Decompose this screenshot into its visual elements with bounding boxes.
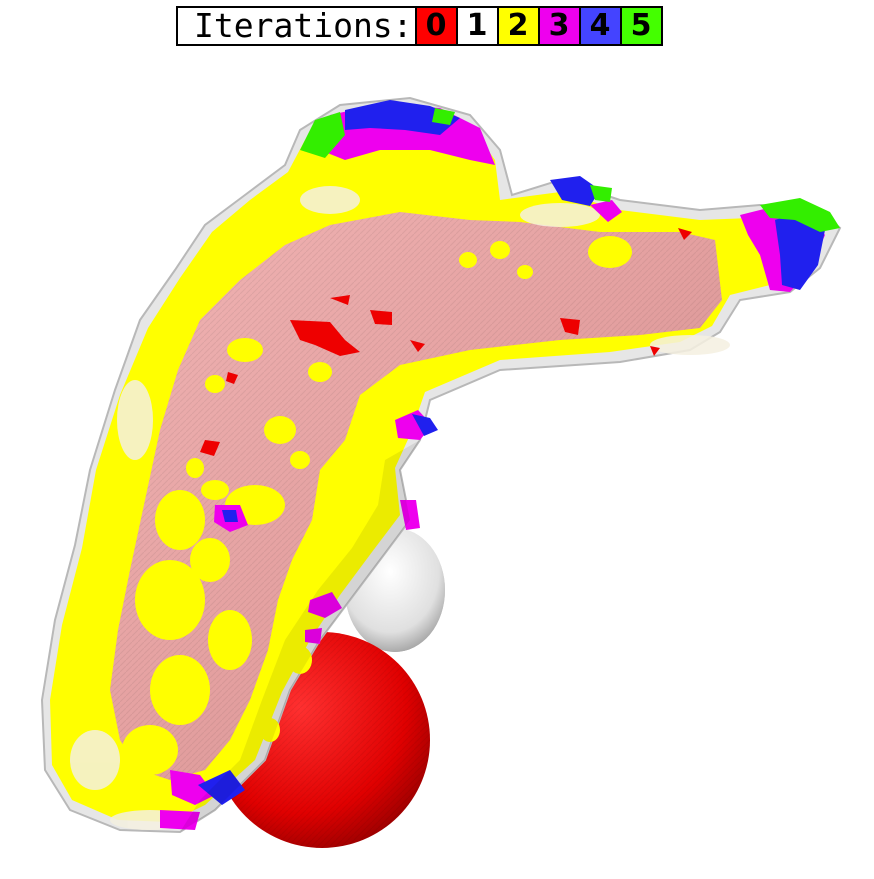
legend-swatch-2: 2 [496,8,538,44]
iterations-legend: Iterations: 0 1 2 3 4 5 [176,6,663,46]
surface-shading [180,440,420,832]
surface-yellow-blobs [122,236,632,775]
legend-swatch-4: 4 [578,8,620,44]
right-tip-clusters [740,198,840,292]
top-cap-clusters [300,100,495,165]
surface-red-patches [200,228,692,456]
legend-swatch-3: 3 [537,8,579,44]
legend-title: Iterations: [194,6,413,45]
legend-swatch-1: 1 [455,8,497,44]
legend-swatch-5: 5 [619,8,661,44]
upper-ridge-clusters [550,176,622,222]
legend-swatch-0: 0 [414,8,456,44]
lower-clusters [160,410,438,830]
